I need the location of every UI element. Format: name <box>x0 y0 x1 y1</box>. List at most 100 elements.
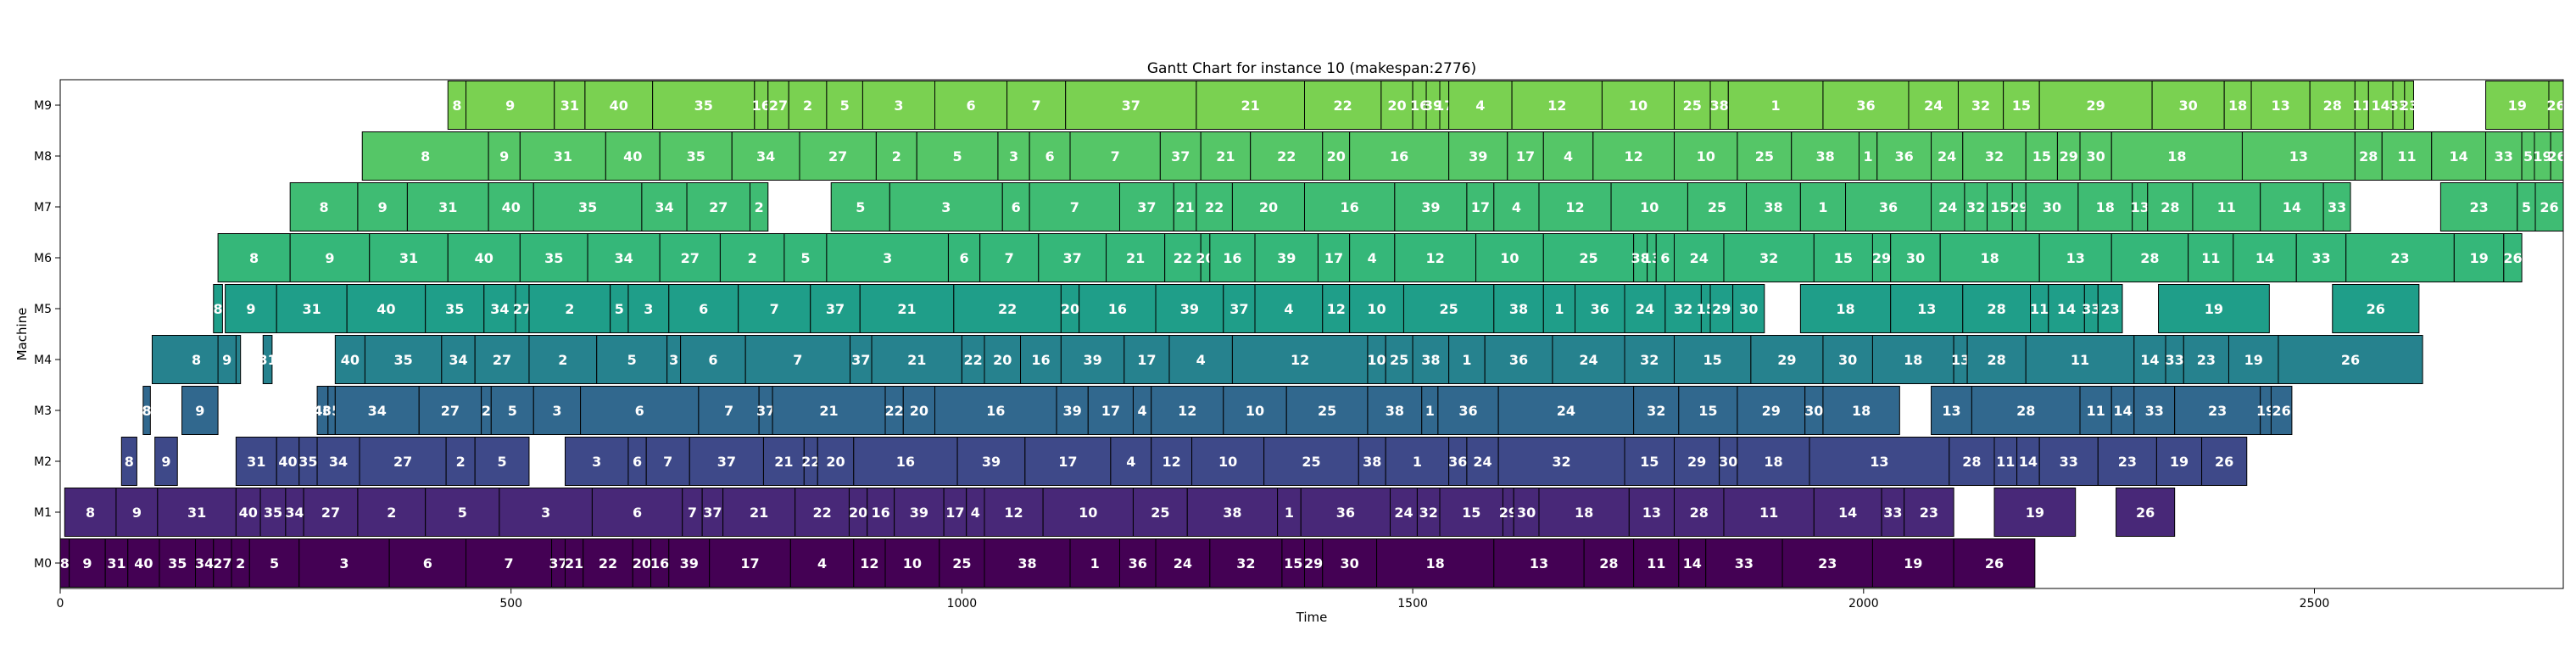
task-label: 20 <box>826 454 845 470</box>
task-label: 3 <box>894 98 903 114</box>
task-bar <box>1024 437 1112 486</box>
task-label: 20 <box>910 403 928 419</box>
task-label: 6 <box>1660 250 1670 266</box>
task-label: 21 <box>750 505 768 521</box>
task-bar <box>248 538 300 588</box>
task-bar <box>2534 182 2564 231</box>
task-label: 7 <box>724 403 733 419</box>
task-bar <box>767 81 789 130</box>
task-bar <box>2309 81 2356 130</box>
task-label: 2 <box>565 301 574 317</box>
task-bar <box>262 335 273 384</box>
task-bar <box>466 81 555 130</box>
task-label: 6 <box>1012 199 1021 215</box>
task-label: 16 <box>650 555 669 572</box>
task-label: 12 <box>1426 250 1445 266</box>
task-label: 19 <box>2256 403 2275 419</box>
task-label: 21 <box>774 454 793 470</box>
task-bar <box>1285 386 1369 435</box>
task-label: 17 <box>1137 352 1156 368</box>
task-label: 15 <box>1703 352 1722 368</box>
task-label: 37 <box>703 505 722 521</box>
task-label: 19 <box>2244 352 2263 368</box>
task-label: 26 <box>2341 352 2360 368</box>
task-bar <box>1575 284 1625 333</box>
task-label: 30 <box>1719 454 1737 470</box>
task-bar <box>474 335 530 384</box>
task-label: 35 <box>544 250 563 266</box>
task-bar <box>1390 488 1418 537</box>
task-bar <box>1029 131 1071 181</box>
task-label: 10 <box>1218 454 1237 470</box>
task-bar <box>1538 488 1630 537</box>
task-label: 14 <box>1838 505 1857 521</box>
task-label: 11 <box>2397 148 2416 164</box>
task-label: 6 <box>1045 148 1055 164</box>
task-label: 6 <box>699 301 708 317</box>
task-label: 30 <box>1517 505 1536 521</box>
task-bar <box>1876 131 1932 181</box>
task-label: 37 <box>826 301 845 317</box>
task-bar <box>519 131 606 181</box>
task-label: 23 <box>2118 454 2137 470</box>
task-label: 11 <box>2071 352 2089 368</box>
task-label: 1 <box>1413 454 1422 470</box>
task-label: 11 <box>2201 250 2220 266</box>
task-bar <box>1151 437 1193 486</box>
task-label: 34 <box>368 403 387 419</box>
task-label: 30 <box>1838 352 1857 368</box>
task-label: 10 <box>1500 250 1519 266</box>
task-label: 8 <box>421 148 430 164</box>
x-tick-label: 2000 <box>1848 597 1879 611</box>
task-bar <box>447 233 521 282</box>
task-label: 40 <box>239 505 258 521</box>
task-label: 37 <box>717 454 736 470</box>
task-label: 33 <box>2389 98 2408 114</box>
task-label: 30 <box>2086 148 2105 164</box>
task-label: 13 <box>2131 199 2149 215</box>
task-label: 22 <box>1334 98 1352 114</box>
task-label: 39 <box>1421 199 1440 215</box>
task-bar <box>1385 437 1450 486</box>
task-label: 27 <box>213 555 231 572</box>
task-bar <box>984 488 1044 537</box>
task-bar <box>1317 233 1351 282</box>
task-label: 19 <box>2533 148 2551 164</box>
y-tick-label: M9 <box>34 99 52 113</box>
task-bar <box>276 437 300 486</box>
task-label: 29 <box>1499 505 1518 521</box>
task-bar <box>871 335 962 384</box>
task-bar <box>750 182 769 231</box>
task-label: 3 <box>339 555 348 572</box>
task-label: 29 <box>1777 352 1796 368</box>
task-bar <box>659 233 721 282</box>
task-bar <box>605 131 661 181</box>
task-bar <box>1727 81 1824 130</box>
task-bar <box>2183 335 2229 384</box>
task-bar <box>830 182 890 231</box>
task-label: 26 <box>2272 403 2291 419</box>
task-bar <box>2133 335 2166 384</box>
task-bar <box>2155 437 2203 486</box>
task-bar <box>1986 182 2013 231</box>
task-bar <box>686 182 751 231</box>
task-label: 27 <box>441 403 460 419</box>
task-bar <box>1542 284 1576 333</box>
task-bar <box>1358 437 1386 486</box>
task-label: 26 <box>2540 199 2558 215</box>
task-label: 33 <box>2311 250 2330 266</box>
task-label: 20 <box>1061 301 1079 317</box>
task-label: 13 <box>2271 98 2289 114</box>
task-label: 2 <box>748 250 757 266</box>
task-label: 4 <box>1475 98 1485 114</box>
task-bar <box>2295 233 2347 282</box>
task-label: 14 <box>2283 199 2301 215</box>
y-tick-label: M3 <box>34 404 52 418</box>
task-bar <box>1791 131 1860 181</box>
task-label: 6 <box>635 403 644 419</box>
x-axis-label: Time <box>1296 610 1328 625</box>
task-bar <box>853 538 886 588</box>
task-label: 40 <box>475 250 493 266</box>
task-label: 5 <box>953 148 962 164</box>
